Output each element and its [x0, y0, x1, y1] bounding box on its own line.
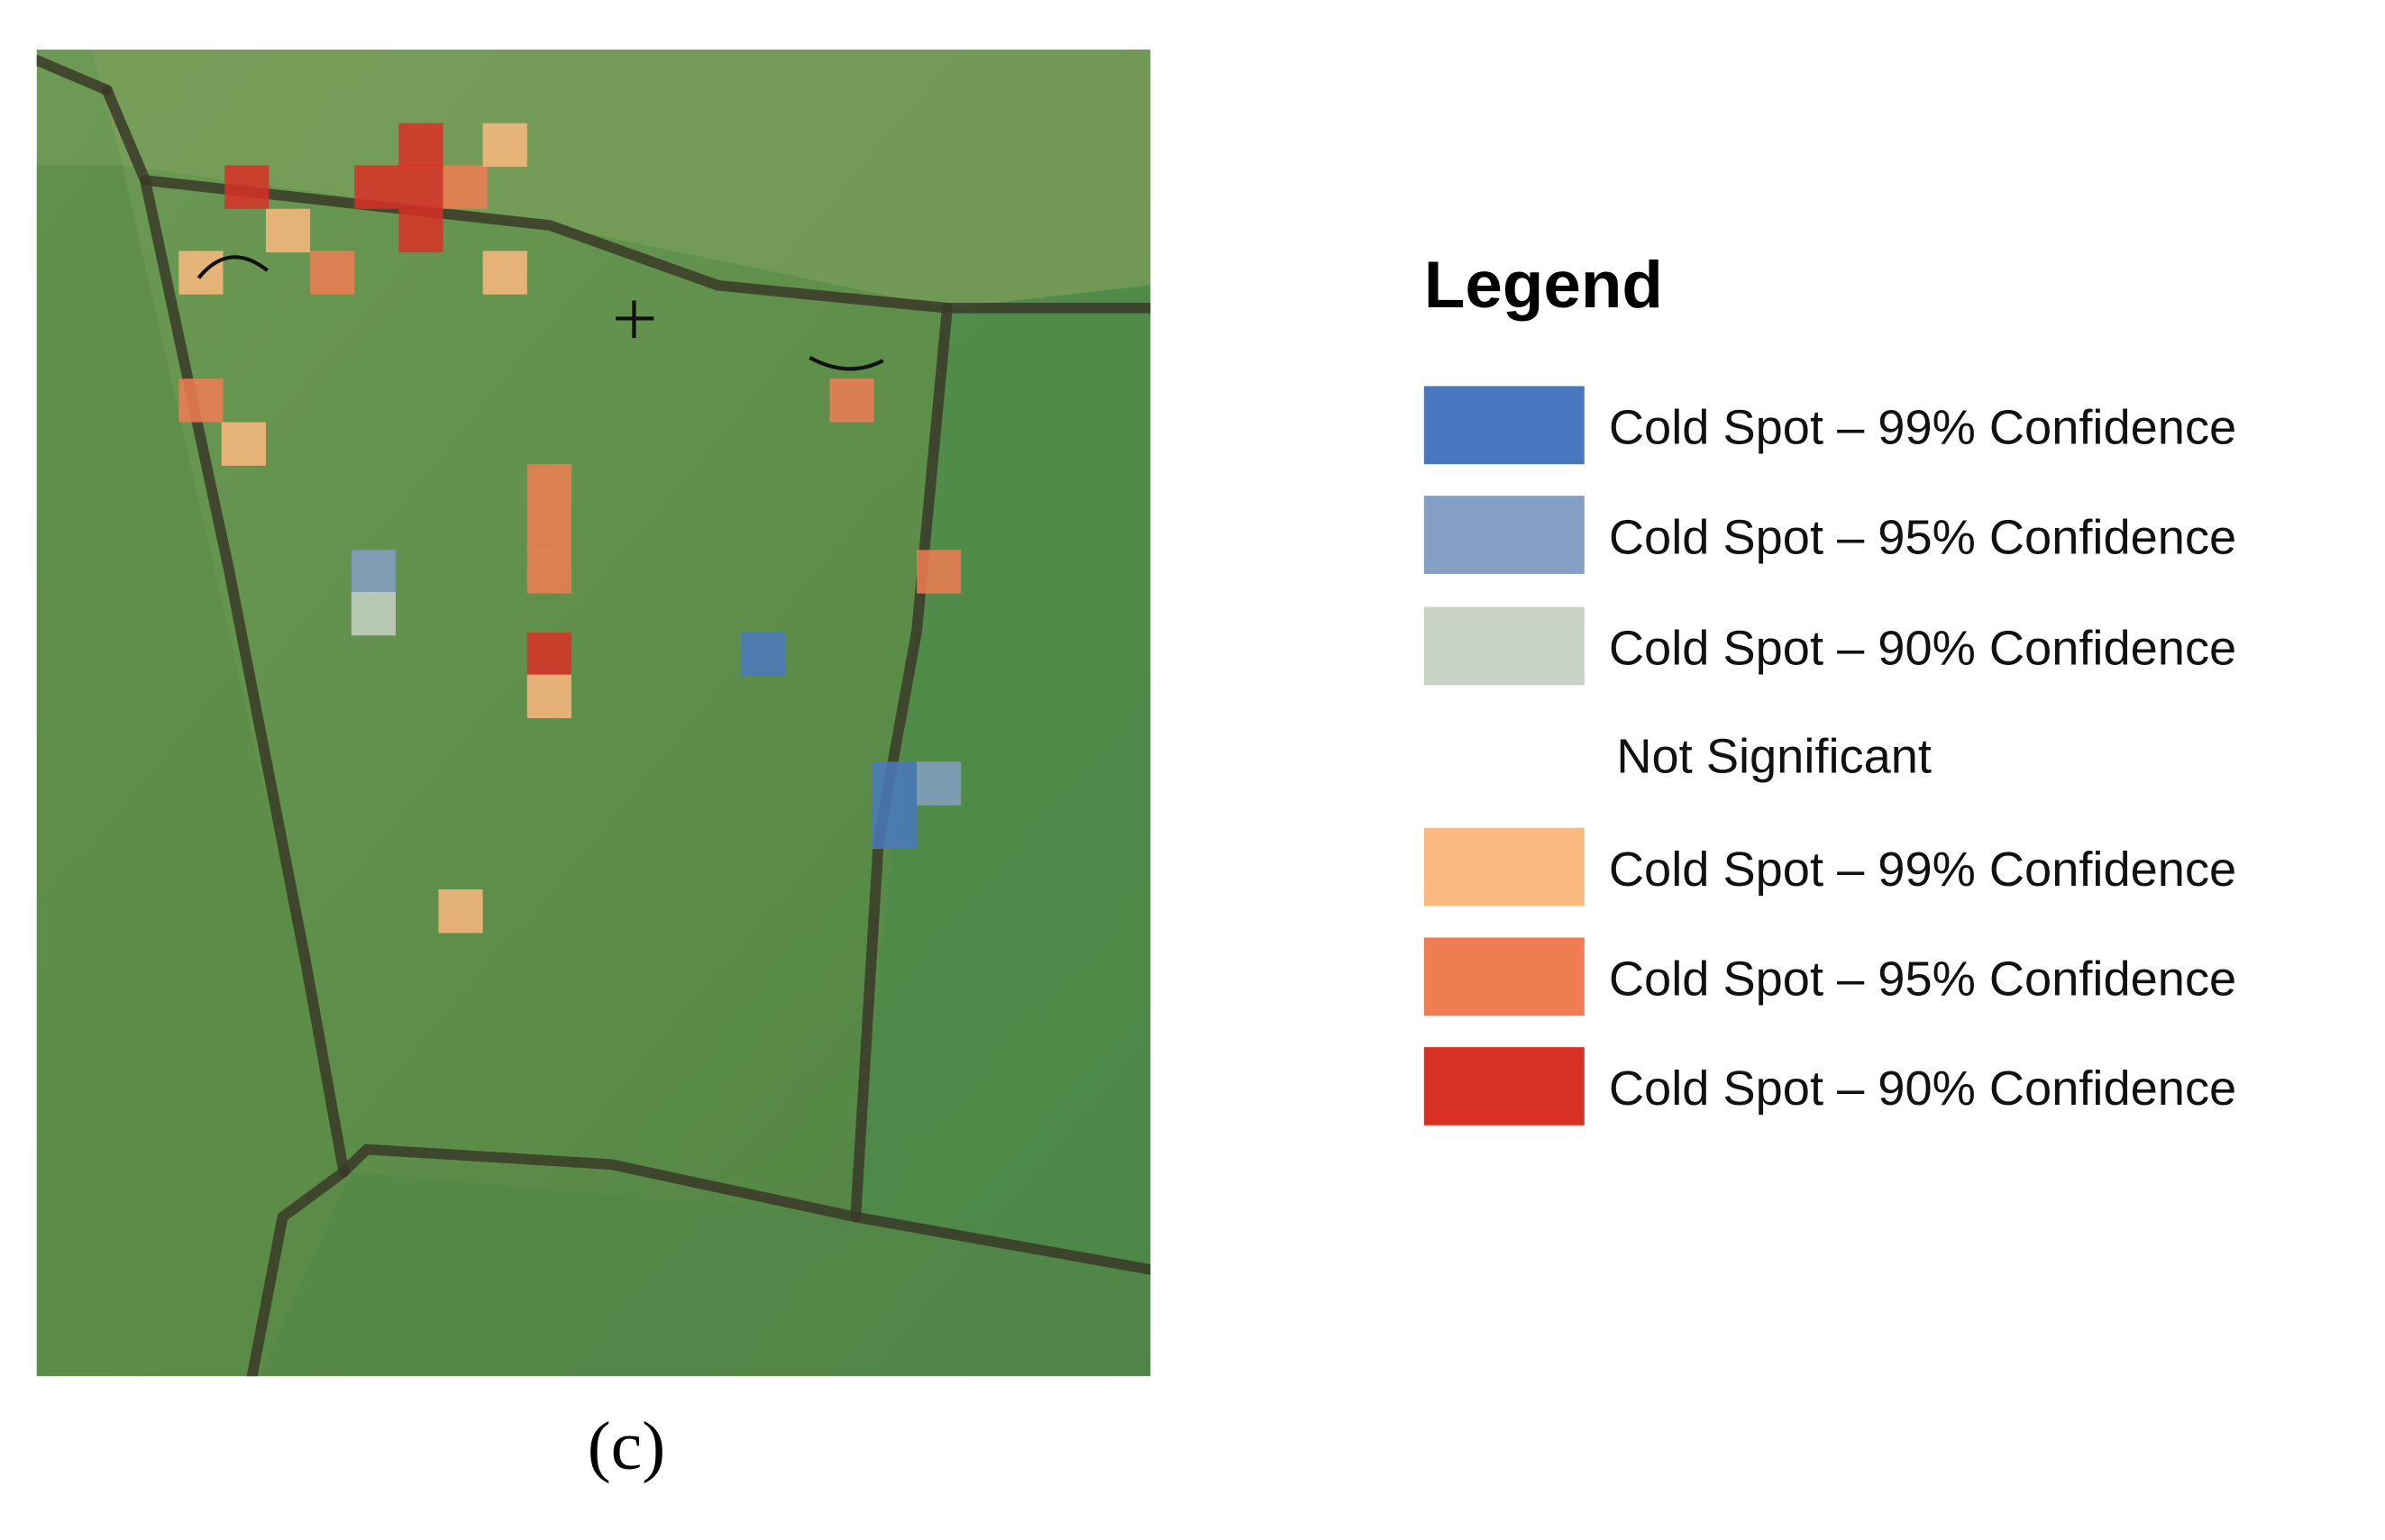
cell: [351, 591, 397, 636]
cell: [351, 550, 397, 594]
aerial-map: [36, 50, 1151, 1377]
cell: [265, 208, 311, 253]
legend-label: Cold Spot – 99% Confidence: [1609, 843, 2236, 897]
legend-swatch: [1423, 606, 1585, 686]
cell: [872, 805, 918, 850]
cell: [398, 165, 443, 209]
cell: [310, 251, 355, 295]
caption: (c): [588, 1407, 666, 1483]
cell: [526, 507, 571, 551]
cell: [526, 632, 571, 677]
cell: [224, 165, 270, 209]
cell: [443, 165, 488, 209]
cell: [526, 550, 571, 594]
cell: [398, 208, 443, 253]
cell: [917, 761, 962, 806]
legend: Cold Spot – 99% Confidence Cold Spot – 95…: [1423, 386, 2236, 1125]
cell: [741, 632, 786, 677]
hedgerow: [36, 54, 113, 96]
hedgerow: [850, 302, 953, 1223]
legend-label: Cold Spot – 99% Confidence: [1609, 401, 2236, 455]
field-west: [36, 165, 352, 1377]
cell: [482, 123, 527, 168]
field-north: [36, 50, 1151, 308]
legend-label: Cold Spot – 90% Confidence: [1609, 622, 2236, 676]
hotspot-cells: [178, 123, 962, 934]
hedgerow: [101, 85, 350, 1178]
cell: [398, 123, 443, 168]
cell: [917, 550, 962, 594]
legend-swatch: [1423, 1047, 1585, 1125]
legend-swatch: [1423, 496, 1585, 574]
cell: [872, 761, 918, 806]
cell: [526, 464, 571, 508]
cell: [526, 674, 571, 718]
cell: [482, 251, 527, 295]
legend-title: Legend: [1424, 248, 1663, 322]
cell: [178, 378, 224, 423]
map-marks: [196, 255, 884, 371]
cell: [438, 889, 483, 934]
legend-label: Cold Spot – 95% Confidence: [1609, 511, 2236, 565]
legend-label: Not Significant: [1616, 730, 1932, 784]
legend-swatch: [1423, 937, 1585, 1016]
legend-swatch: [1423, 386, 1585, 465]
cell: [829, 378, 874, 423]
hedgerow: [338, 1144, 1151, 1275]
cell: [221, 422, 266, 466]
legend-label: Cold Spot – 95% Confidence: [1609, 952, 2236, 1007]
field-south: [260, 1171, 1151, 1377]
hedgerow: [246, 1166, 350, 1377]
legend-swatch: [1423, 827, 1585, 907]
legend-label: Cold Spot – 90% Confidence: [1609, 1062, 2236, 1116]
cell: [354, 165, 399, 209]
